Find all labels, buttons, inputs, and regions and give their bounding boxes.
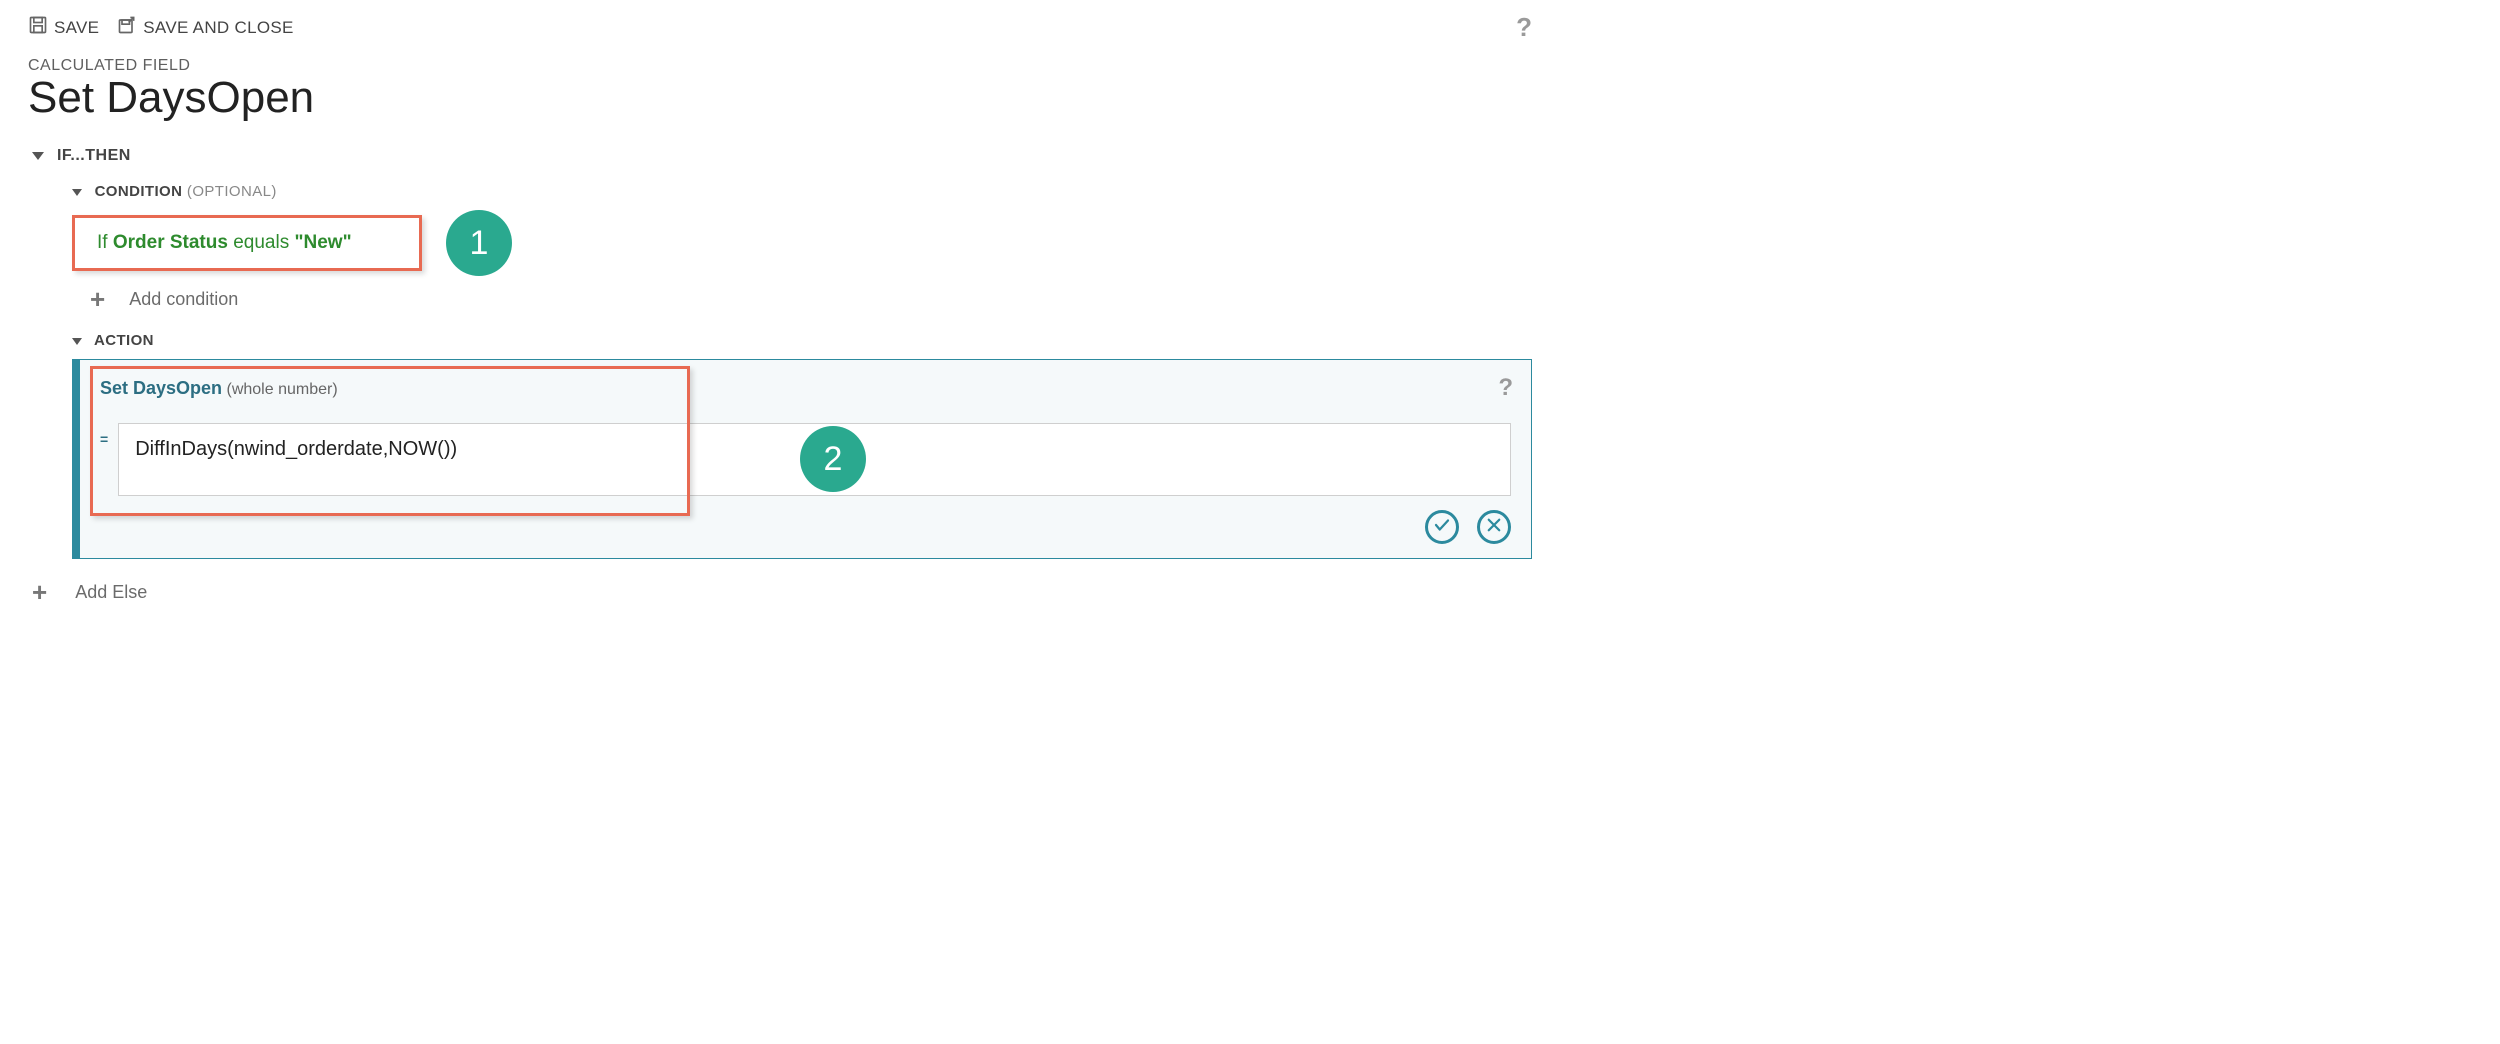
if-then-header[interactable]: IF...THEN	[32, 147, 1532, 165]
condition-subsection: CONDITION (OPTIONAL) If Order Status equ…	[72, 183, 1532, 312]
panel-help-button[interactable]: ?	[1498, 374, 1513, 402]
action-label: ACTION	[94, 332, 154, 349]
condition-header[interactable]: CONDITION (OPTIONAL)	[72, 183, 1532, 200]
plus-icon: +	[90, 286, 105, 312]
save-button[interactable]: SAVE	[28, 15, 99, 40]
add-condition-label: Add condition	[129, 289, 238, 310]
condition-optional-label: (OPTIONAL)	[187, 183, 277, 200]
toolbar: SAVE SAVE AND CLOSE ?	[28, 12, 1532, 51]
close-icon	[1485, 516, 1503, 539]
condition-row: If Order Status equals "New" 1	[72, 210, 1532, 276]
action-subsection: ACTION 2 Set DaysOpen (whole number) ? =…	[72, 332, 1532, 559]
action-panel-row: 2 Set DaysOpen (whole number) ? = DiffIn…	[72, 359, 1532, 559]
check-icon	[1433, 516, 1451, 539]
cancel-button[interactable]	[1477, 510, 1511, 544]
save-and-close-button[interactable]: SAVE AND CLOSE	[117, 15, 293, 40]
confirm-button[interactable]	[1425, 510, 1459, 544]
save-label: SAVE	[54, 18, 99, 38]
collapse-caret-icon	[72, 189, 82, 196]
if-then-section: IF...THEN CONDITION (OPTIONAL) If Order …	[32, 147, 1532, 559]
page-title: Set DaysOpen	[28, 73, 1532, 123]
add-else-label: Add Else	[75, 582, 147, 603]
action-title-row: Set DaysOpen (whole number)	[100, 378, 1511, 399]
condition-field: Order Status	[113, 232, 228, 253]
equals-sign: =	[100, 423, 108, 447]
save-icon	[28, 15, 48, 40]
condition-value: "New"	[295, 232, 352, 253]
help-button[interactable]: ?	[1516, 12, 1532, 43]
condition-expression[interactable]: If Order Status equals "New"	[72, 215, 422, 271]
action-panel: 2 Set DaysOpen (whole number) ? = DiffIn…	[72, 359, 1532, 559]
action-set-label: Set DaysOpen	[100, 378, 222, 398]
condition-if-word: If	[97, 232, 108, 253]
callout-badge-1: 1	[446, 210, 512, 276]
panel-actions	[100, 510, 1511, 544]
collapse-caret-icon	[72, 338, 82, 345]
save-close-label: SAVE AND CLOSE	[143, 18, 293, 38]
action-type-label: (whole number)	[227, 381, 338, 398]
action-header[interactable]: ACTION	[72, 332, 1532, 349]
collapse-caret-icon	[32, 152, 44, 160]
add-else-button[interactable]: + Add Else	[32, 579, 1532, 605]
condition-operator: equals	[233, 232, 289, 253]
plus-icon: +	[32, 579, 47, 605]
condition-label: CONDITION	[95, 183, 183, 200]
if-then-label: IF...THEN	[57, 147, 131, 164]
save-close-icon	[117, 15, 137, 40]
callout-badge-2: 2	[800, 426, 866, 492]
add-condition-button[interactable]: + Add condition	[72, 286, 1532, 312]
